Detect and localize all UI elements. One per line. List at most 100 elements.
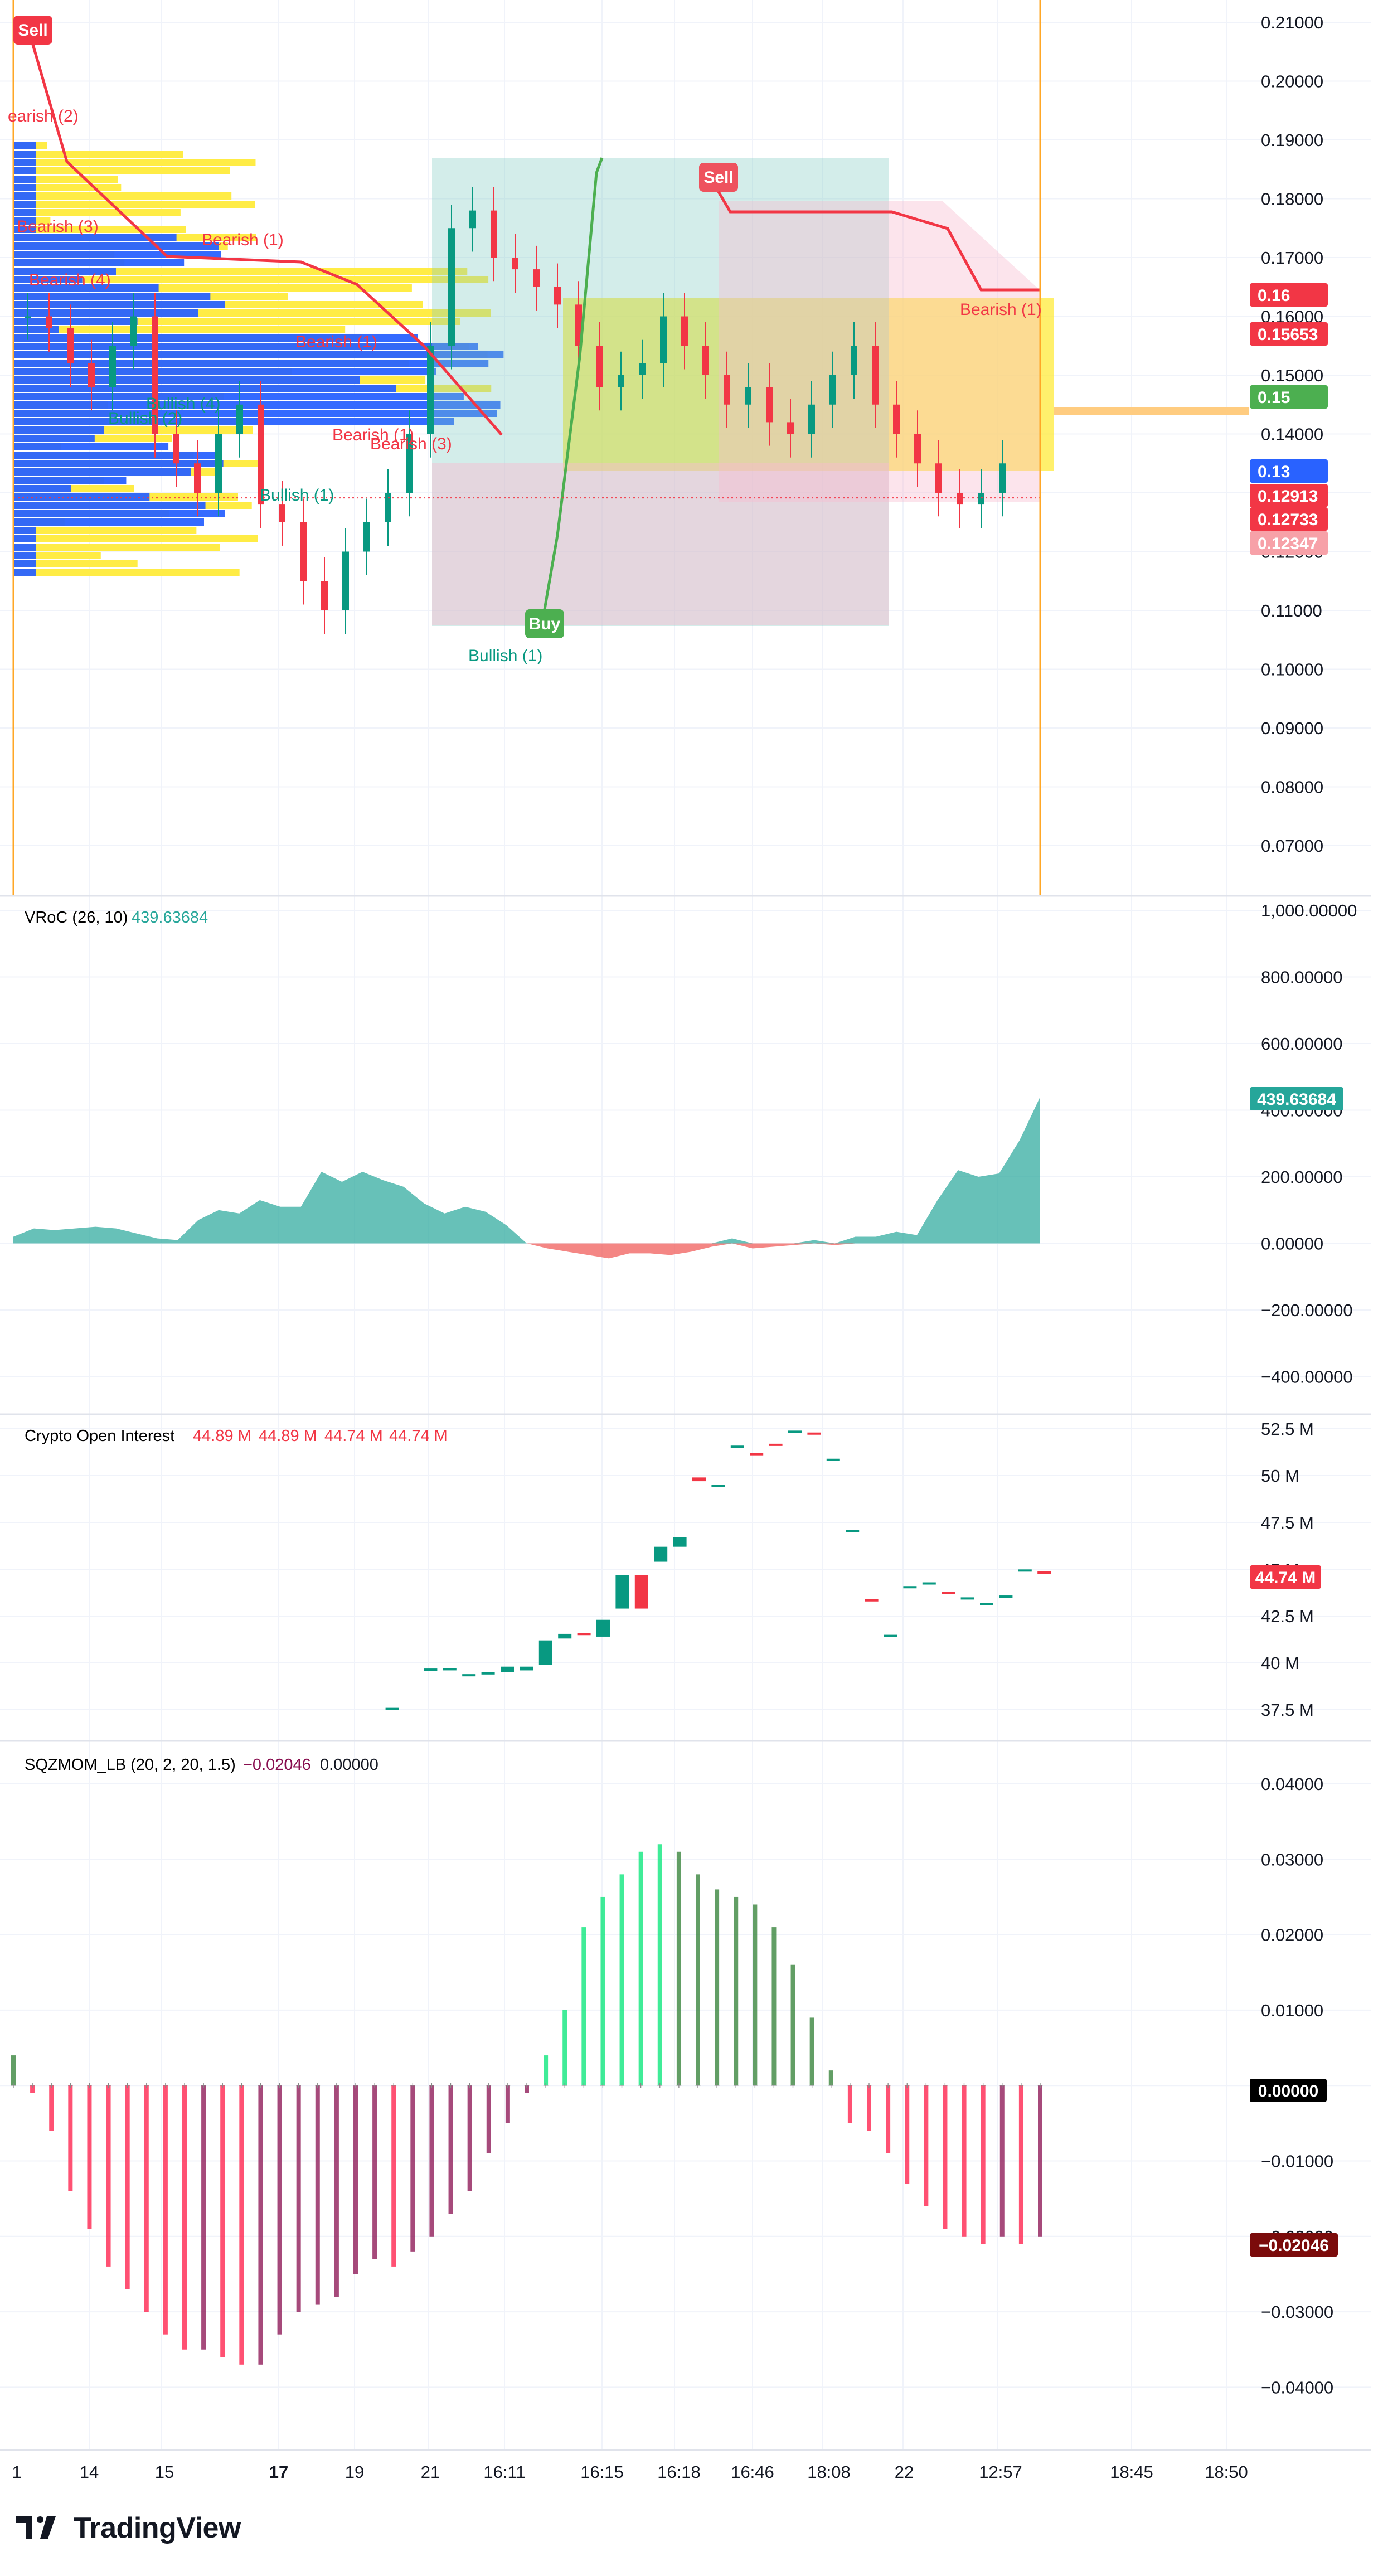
price-candle-body <box>957 493 963 505</box>
price-pane[interactable]: 0.210000.200000.190000.180000.170000.160… <box>8 0 1328 895</box>
price-axis-label: 0.14000 <box>1261 425 1323 444</box>
sell-signal-top-left: Sell <box>13 16 52 45</box>
zone-pink-right <box>719 201 1040 502</box>
squeeze-momentum-pane[interactable]: + + + + + + + + + + + + + + + + + + + + + + + + + + + + + + + + + + + + + + + +… <box>11 1756 1338 2397</box>
time-axis[interactable]: 1 14 15 17 19 21 16:11 16:15 16:18 16:46 18:08 22 12… <box>12 2462 1248 2482</box>
vroc-pane[interactable]: 1,000.00000800.00000600.00000400.0000020… <box>13 901 1357 1387</box>
sqz-bar <box>696 1874 700 2086</box>
zone-pink <box>432 463 889 625</box>
vp-bar-blue <box>13 360 489 367</box>
sqz-bar <box>505 2085 510 2123</box>
price-candle-body <box>745 387 751 405</box>
sqz-bar <box>68 2085 73 2191</box>
tradingview-brand[interactable]: TradingView <box>74 2512 241 2544</box>
sqz-cross: + <box>334 2080 340 2091</box>
sqz-bar <box>828 2070 833 2086</box>
sqz-bar <box>847 2085 852 2123</box>
oi-candle <box>807 1432 821 1435</box>
oi-candle <box>922 1582 936 1585</box>
vp-bar-yellow <box>13 560 138 567</box>
price-candle-body <box>25 316 31 318</box>
vp-bar-blue <box>13 460 224 467</box>
sqz-bar <box>771 1927 777 2086</box>
price-badge-bg <box>1250 531 1328 555</box>
vp-bar-blue <box>13 502 206 509</box>
price-badge-text: 0.12733 <box>1258 511 1318 529</box>
price-axis[interactable]: 0.21000 0.20000 0.19000 0.18000 0.17000 0.16 0… <box>1261 13 1323 856</box>
sqz-title[interactable]: SQZMOM_LB (20, 2, 20, 1.5) <box>25 1756 236 1774</box>
price-axis-label: 0.08000 <box>1261 778 1323 797</box>
sqz-bar <box>525 2085 529 2093</box>
price-axis-label: 0.07000 <box>1261 836 1323 856</box>
vroc-title[interactable]: VRoC (26, 10) <box>25 909 128 926</box>
oi-candle <box>769 1443 783 1446</box>
note-bearish-3: Bearish (3) <box>17 217 99 236</box>
vroc-axis-label: −200.00000 <box>1261 1301 1353 1320</box>
vp-bar-blue <box>13 176 36 183</box>
time-axis-label: 1 <box>12 2462 21 2482</box>
sqz-bar <box>163 2085 168 2335</box>
sqz-bar <box>753 1904 758 2086</box>
price-badge-text: 0.16 <box>1258 287 1290 305</box>
sqz-bar <box>429 2085 434 2237</box>
sqz-axis-label: −0.03000 <box>1261 2302 1333 2322</box>
sqz-cross: + <box>923 2080 929 2091</box>
oi-candles <box>385 1430 1051 1710</box>
supertrend-down <box>31 44 503 436</box>
sqz-axis-label: 0.02000 <box>1261 1925 1323 1945</box>
sqz-bar <box>372 2085 377 2259</box>
price-axis-label: 0.17000 <box>1261 248 1323 268</box>
price-candle-body <box>427 346 434 434</box>
price-badge-bg <box>1250 283 1328 307</box>
sqz-bar <box>258 2085 263 2365</box>
price-badges: 0.16 0.15653 0.15 0.13 0.12913 0.12733 0.12347 <box>1250 283 1328 555</box>
svg-text:439.63684: 439.63684 <box>1257 1090 1336 1109</box>
sqz-zero-badge: 0.00000 <box>1250 2079 1327 2102</box>
price-candle-body <box>660 316 667 363</box>
svg-text:Sell: Sell <box>703 168 733 187</box>
vp-bar-blue <box>13 318 138 325</box>
vroc-value: 439.63684 <box>132 909 208 926</box>
price-candle-body <box>851 346 857 375</box>
sqz-bar <box>676 1851 681 2086</box>
oi-candle <box>788 1430 802 1433</box>
sqz-cross: + <box>124 2080 130 2091</box>
vp-bar-yellow <box>13 201 255 208</box>
sqz-value-badge: −0.02046 <box>1250 2233 1338 2257</box>
svg-text:0.00000: 0.00000 <box>1258 2082 1318 2100</box>
vp-bar-yellow <box>13 226 186 233</box>
sqz-cross: + <box>1018 2080 1025 2091</box>
vp-bar-blue <box>13 242 219 250</box>
price-candle-body <box>130 316 137 346</box>
sqz-bar <box>391 2085 396 2267</box>
zone-teal <box>432 158 889 626</box>
sqz-cross: + <box>809 2080 815 2091</box>
vp-bar-blue <box>13 293 211 300</box>
price-badge-bg <box>1250 484 1328 507</box>
vroc-negative-area <box>13 1243 1040 1259</box>
sqz-cross: + <box>486 2080 492 2091</box>
vroc-positive-area <box>13 1097 1040 1244</box>
sqz-bar <box>619 1874 624 2086</box>
open-interest-pane[interactable]: 52.5 M50 M47.5 M45 M42.5 M40 M37.5 M Cry… <box>25 1419 1321 1720</box>
sell-signal-mid: Sell <box>699 163 738 192</box>
tradingview-logo-icon[interactable] <box>16 2514 66 2542</box>
oi-axis-label: 50 M <box>1261 1466 1299 1486</box>
vp-bar-yellow <box>13 192 232 200</box>
oi-title[interactable]: Crypto Open Interest <box>25 1427 174 1445</box>
sqz-cross: + <box>182 2080 188 2091</box>
price-badge-bg <box>1250 459 1328 483</box>
vp-bar-yellow <box>13 544 220 551</box>
vp-bar-blue <box>13 334 418 342</box>
sqz-cross: + <box>410 2080 416 2091</box>
sqz-bar <box>467 2085 472 2191</box>
oi-candle <box>903 1586 917 1589</box>
note-bearish-1a: Bearish (1) <box>202 231 284 249</box>
vroc-axis-label: 600.00000 <box>1261 1034 1343 1054</box>
price-candle-body <box>406 434 413 493</box>
vp-bar-blue <box>13 527 36 534</box>
vp-bar-yellow <box>13 569 240 576</box>
vroc-axis[interactable]: 1,000.00000800.00000600.00000400.0000020… <box>1261 901 1357 1387</box>
price-candle-body <box>363 522 370 552</box>
